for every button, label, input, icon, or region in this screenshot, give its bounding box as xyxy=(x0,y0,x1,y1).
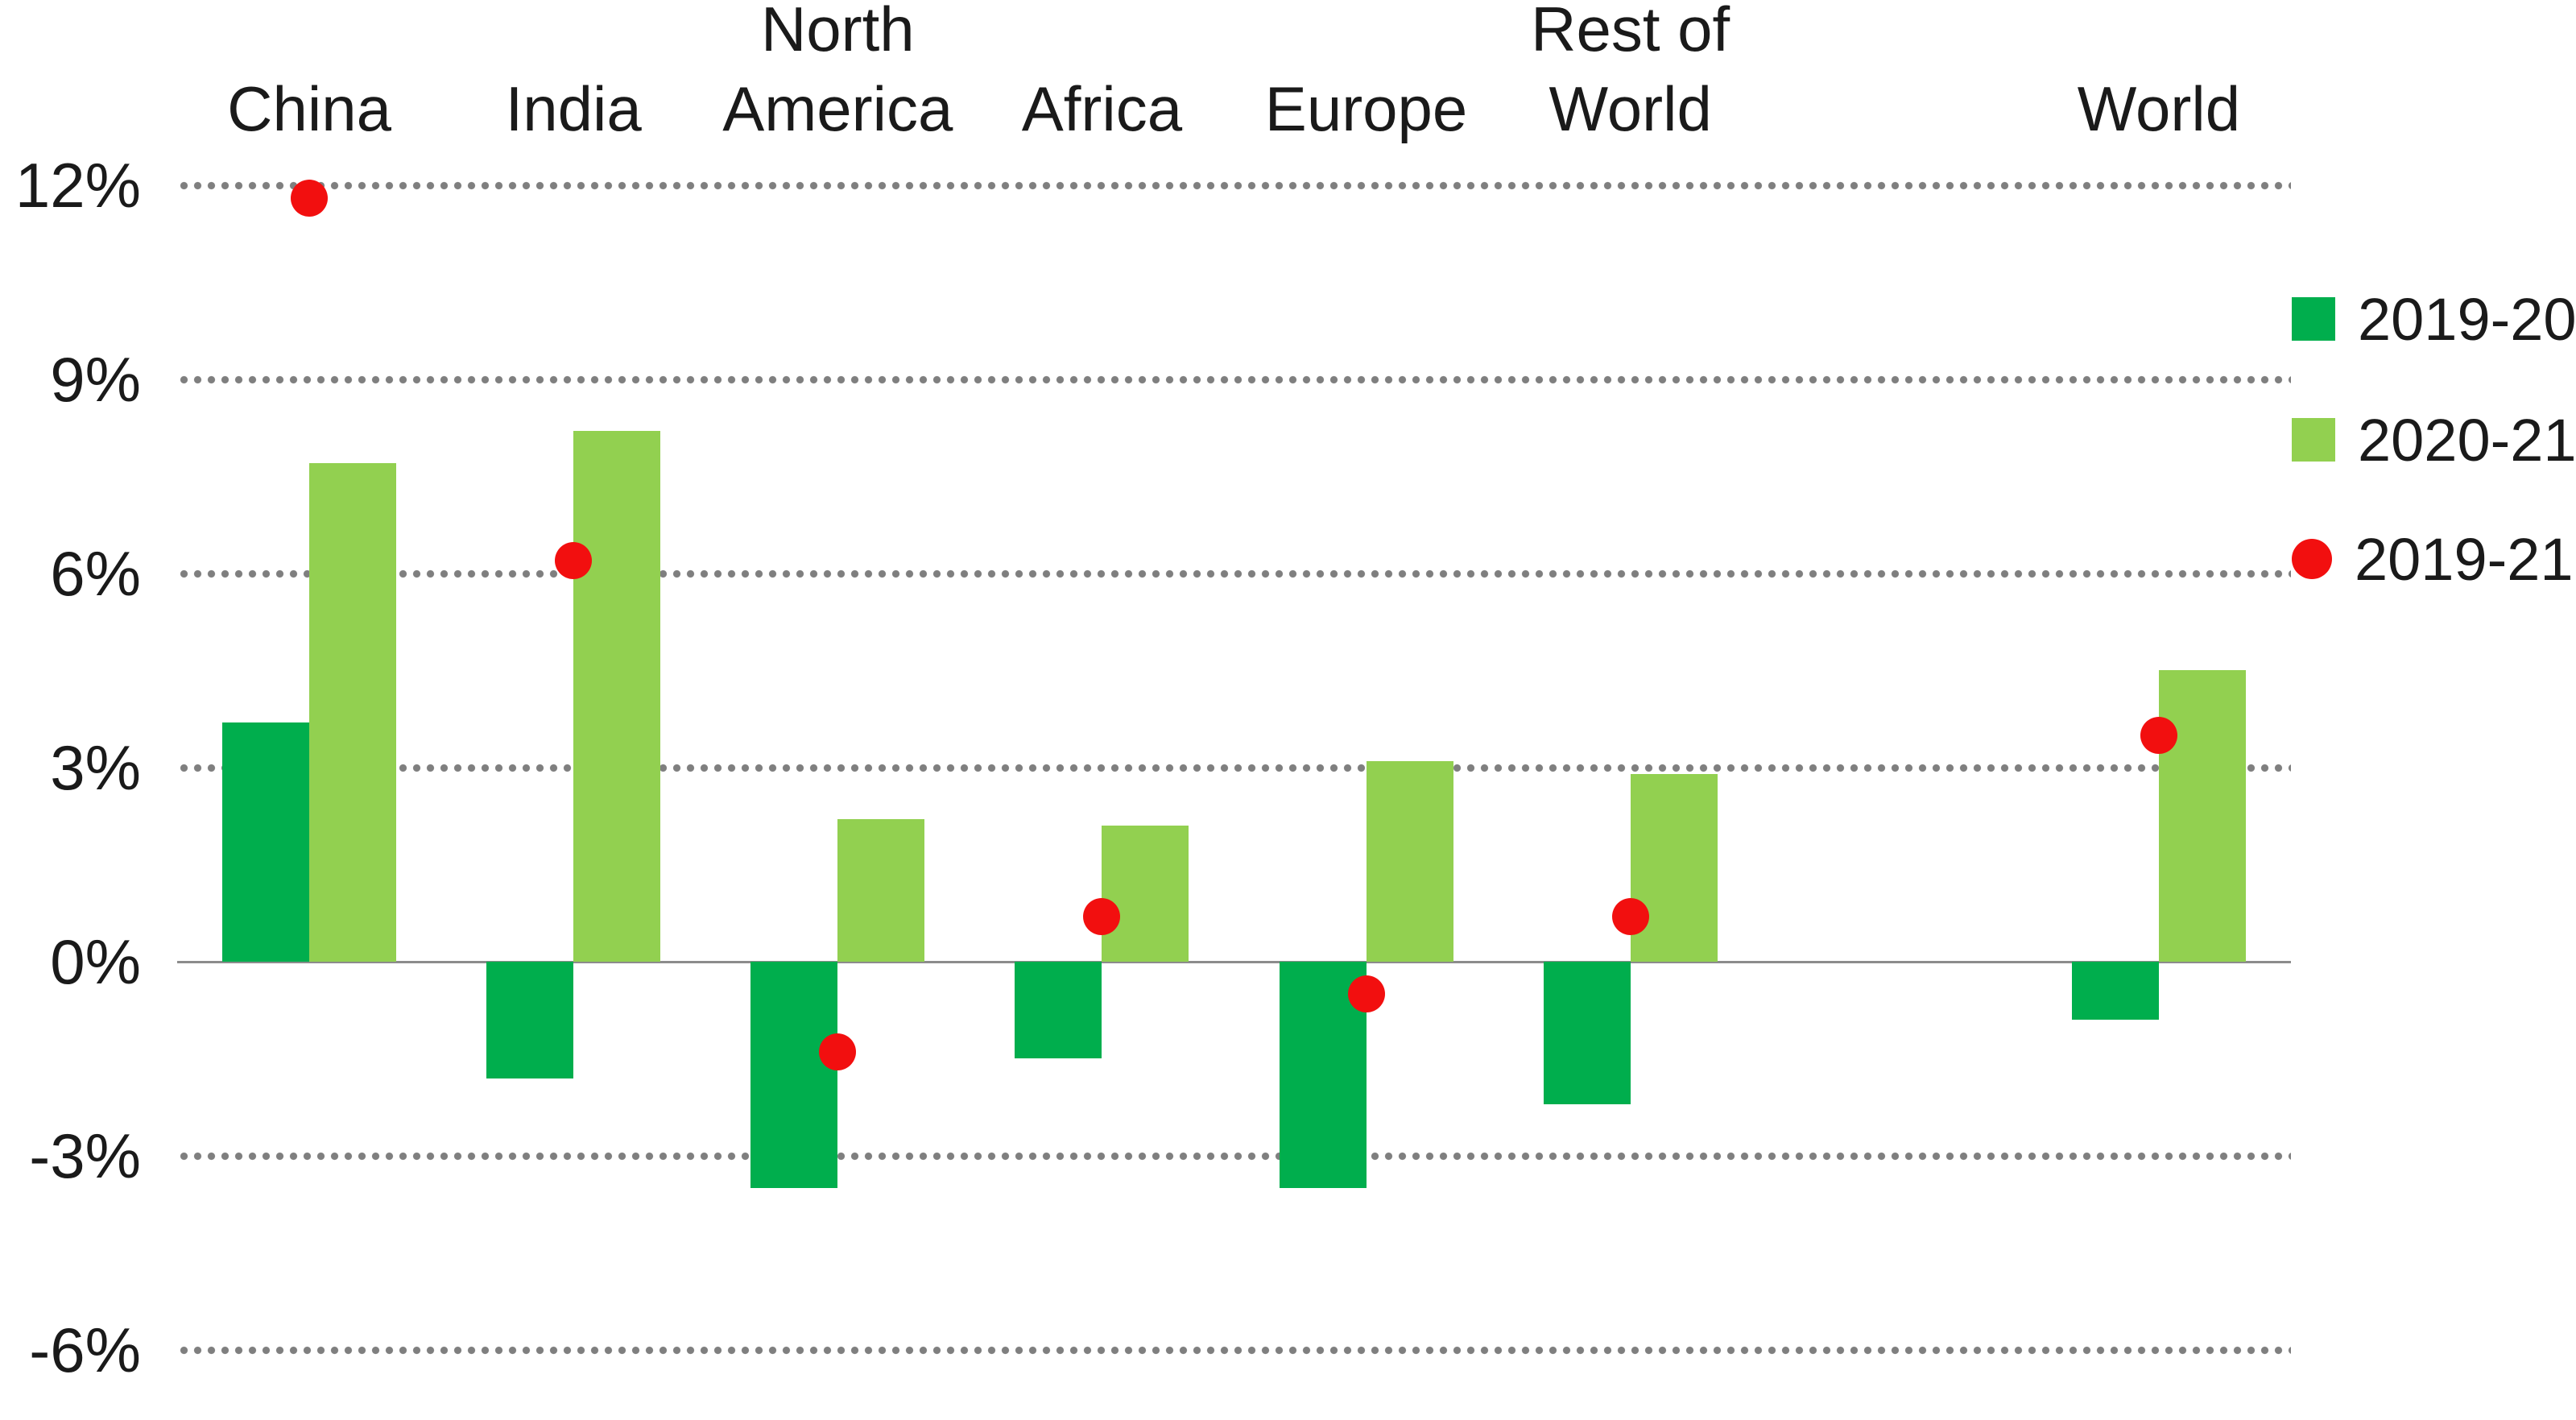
category-label-africa: Africa xyxy=(1021,73,1183,144)
dot-2019-21-rest-of-world xyxy=(1611,897,1649,935)
zero-axis-line xyxy=(177,960,2291,963)
legend-marker-2019-21-circle-icon xyxy=(2292,539,2332,579)
gridline-6 xyxy=(177,1345,2291,1355)
bar-2020-21-africa xyxy=(1102,826,1189,962)
ytick-label-12: 12% xyxy=(14,150,141,221)
category-label-europe: Europe xyxy=(1264,73,1468,144)
ytick-label-6: -6% xyxy=(29,1314,141,1385)
bar-2020-21-europe xyxy=(1366,760,1453,962)
dot-2019-21-north-america xyxy=(819,1033,857,1071)
legend-item-2019-21: 2019-21 xyxy=(2292,514,2574,604)
category-label-north-america: North America xyxy=(722,0,953,144)
category-label-rest-of-world: Rest of World xyxy=(1531,0,1730,144)
ytick-label-0: 0% xyxy=(50,925,141,997)
category-label-china: China xyxy=(227,73,391,144)
legend-label-2019-20: 2019-20 xyxy=(2358,285,2576,353)
ytick-label-3: -3% xyxy=(29,1120,141,1191)
ytick-label-3: 3% xyxy=(50,731,141,803)
bar-2020-21-india xyxy=(573,431,661,962)
legend-label-2020-21: 2020-21 xyxy=(2358,406,2576,474)
legend-marker-2019-20-square-icon xyxy=(2292,297,2335,341)
gridline-12 xyxy=(177,181,2291,190)
dot-2019-21-china xyxy=(291,180,329,217)
dot-2019-21-africa xyxy=(1083,897,1121,935)
ytick-label-9: 9% xyxy=(50,343,141,415)
bar-2020-21-world xyxy=(2158,670,2246,962)
legend-item-2019-20: 2019-20 xyxy=(2292,274,2576,364)
ytick-label-6: 6% xyxy=(50,537,141,609)
bar-2019-20-india xyxy=(486,961,574,1078)
gridline-3 xyxy=(177,1151,2291,1161)
category-label-world: World xyxy=(2077,73,2241,144)
dot-2019-21-india xyxy=(555,541,593,579)
legend-item-2020-21: 2020-21 xyxy=(2292,395,2576,485)
legend-marker-2020-21-square-icon xyxy=(2292,418,2335,462)
bar-2020-21-north-america xyxy=(837,819,925,962)
bar-2019-20-china xyxy=(222,722,310,962)
dot-2019-21-world xyxy=(2140,716,2177,754)
dot-2019-21-europe xyxy=(1347,975,1385,1013)
bar-2019-20-africa xyxy=(1015,961,1102,1059)
bar-2019-20-world xyxy=(2071,961,2159,1020)
gridline-3 xyxy=(177,763,2291,772)
legend-label-2019-21: 2019-21 xyxy=(2355,525,2574,593)
gridline-9 xyxy=(177,375,2291,384)
bar-2020-21-china xyxy=(309,463,397,962)
bar-2019-20-rest-of-world xyxy=(1543,961,1631,1104)
category-label-india: India xyxy=(505,73,642,144)
gridline-6 xyxy=(177,569,2291,578)
bar-2019-20-north-america xyxy=(750,961,838,1189)
bar-2020-21-rest-of-world xyxy=(1630,774,1718,962)
